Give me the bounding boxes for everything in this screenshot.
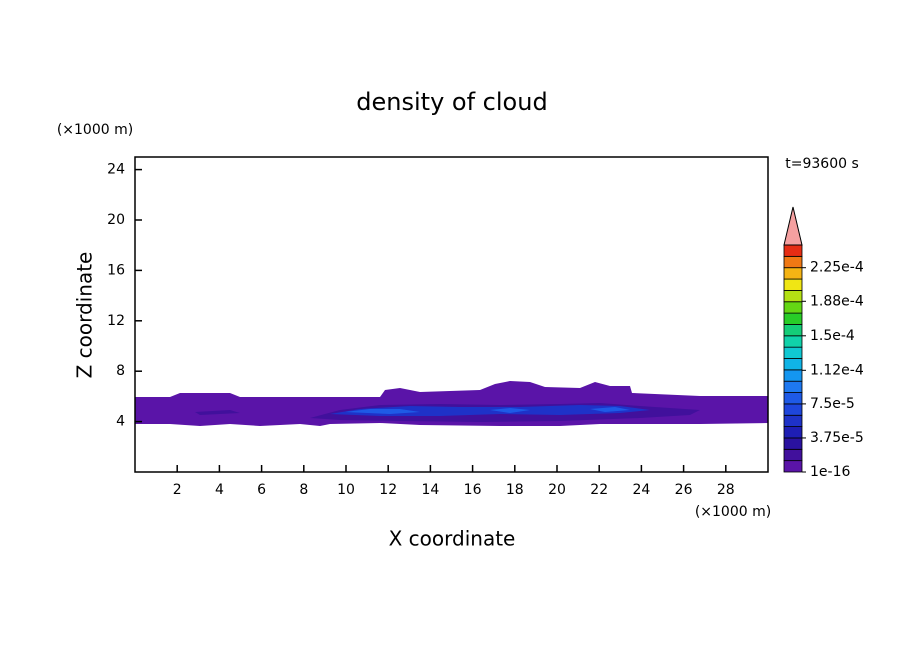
- x-tick-label: 28: [717, 482, 735, 498]
- x-tick-label: 18: [506, 482, 524, 498]
- y-tick-label: 16: [107, 262, 125, 278]
- x-tick-label: 16: [464, 482, 482, 498]
- colorbar-box: [783, 324, 803, 337]
- x-tick-label: 26: [675, 482, 693, 498]
- contour-field: [135, 381, 768, 426]
- colorbar-box: [783, 392, 803, 405]
- colorbar-box: [783, 369, 803, 382]
- x-tick-label: 8: [299, 482, 308, 498]
- y-unit: (×1000 m): [57, 122, 133, 138]
- colorbar-box: [783, 301, 803, 314]
- colorbar-box: [783, 312, 803, 325]
- plot-frame: [134, 156, 769, 473]
- x-tick-label: 10: [337, 482, 355, 498]
- x-axis-label: X coordinate: [389, 527, 516, 551]
- x-tick-label: 14: [421, 482, 439, 498]
- chart-title: density of cloud: [356, 88, 547, 116]
- x-unit: (×1000 m): [695, 504, 771, 520]
- colorbar-box: [783, 460, 803, 473]
- x-tick-label: 12: [379, 482, 397, 498]
- y-tick-label: 4: [116, 414, 125, 430]
- time-annotation: t=93600 s: [785, 156, 859, 172]
- colorbar-label: 2.25e-4: [810, 260, 864, 276]
- y-axis-label: Z coordinate: [73, 252, 97, 379]
- colorbar-box: [783, 448, 803, 462]
- colorbar-label: 1.5e-4: [810, 328, 855, 344]
- colorbar-label: 7.5e-5: [810, 396, 855, 412]
- colorbar-extend: [783, 206, 803, 246]
- colorbar-box: [783, 244, 803, 257]
- colorbar-box: [783, 380, 803, 393]
- colorbar-label: 1e-16: [810, 464, 850, 480]
- y-tick-label: 20: [107, 212, 125, 228]
- x-tick-label: 2: [173, 482, 182, 498]
- colorbar-label: 1.88e-4: [810, 293, 864, 309]
- colorbar-box: [783, 414, 803, 428]
- colorbar-box: [783, 346, 803, 359]
- colorbar-box: [783, 255, 803, 269]
- y-tick-label: 8: [116, 363, 125, 379]
- colorbar-box: [783, 278, 803, 291]
- x-tick-label: 20: [548, 482, 566, 498]
- x-tick-label: 6: [257, 482, 266, 498]
- x-tick-label: 22: [590, 482, 608, 498]
- colorbar-box: [783, 426, 803, 439]
- colorbar-box: [783, 358, 803, 371]
- colorbar-label: 3.75e-5: [810, 430, 864, 446]
- x-tick-label: 24: [632, 482, 650, 498]
- colorbar-box: [783, 267, 803, 280]
- colorbar-label: 1.12e-4: [810, 362, 864, 378]
- colorbar-box: [783, 289, 803, 303]
- x-tick-label: 4: [215, 482, 224, 498]
- colorbar-box: [783, 403, 803, 416]
- colorbar-box: [783, 335, 803, 348]
- colorbar-box: [783, 437, 803, 450]
- y-tick-label: 12: [107, 313, 125, 329]
- y-tick-label: 24: [107, 162, 125, 178]
